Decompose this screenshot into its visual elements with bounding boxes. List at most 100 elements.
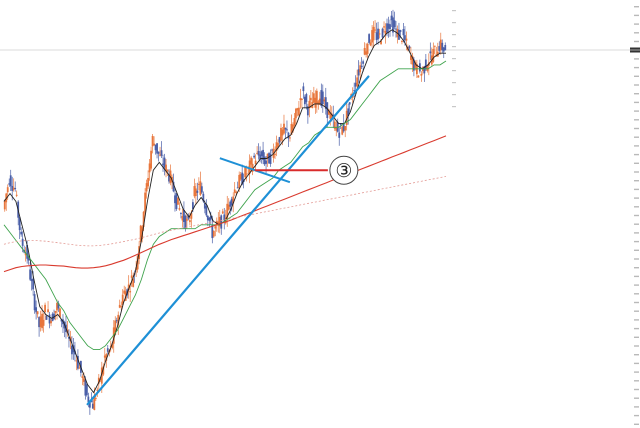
candle-body	[75, 360, 78, 362]
price-axis-tick	[634, 75, 639, 77]
price-axis-tick	[634, 336, 639, 338]
candle-body	[191, 202, 194, 210]
candle-body	[163, 157, 166, 168]
candle-body	[136, 256, 139, 270]
candle-body	[145, 183, 148, 192]
price-axis-tick	[634, 14, 639, 17]
candle-body	[193, 186, 196, 197]
candle-body	[366, 43, 369, 54]
price-axis-tick	[634, 127, 639, 130]
candle-body	[380, 40, 382, 45]
candle-body	[295, 108, 297, 119]
candle-body	[199, 181, 202, 195]
candle-body	[68, 336, 70, 339]
candle-body	[18, 217, 21, 231]
candle-body	[414, 62, 417, 68]
candle-body	[148, 163, 151, 173]
inner-axis-tick	[452, 22, 456, 24]
candle-body	[87, 396, 90, 403]
ma-medium-line	[3, 60, 447, 351]
inner-axis-tick	[452, 70, 456, 72]
candle-body	[205, 205, 208, 216]
candle-body	[420, 73, 423, 76]
candle-body	[168, 174, 170, 182]
candle-body	[162, 163, 164, 166]
price-axis-tick	[634, 58, 639, 60]
inner-axis-tick	[452, 58, 456, 60]
ma-long-line	[3, 135, 447, 273]
candle-body	[45, 315, 48, 320]
price-axis-tick	[634, 267, 639, 269]
candle-body	[365, 51, 368, 55]
candle-body	[187, 215, 190, 219]
price-axis-ticks	[452, 6, 640, 425]
candle-body	[189, 220, 191, 223]
candle-body	[389, 24, 391, 30]
candle-body	[47, 309, 49, 312]
inner-axis-tick	[452, 94, 456, 96]
candle-body	[174, 195, 176, 204]
candle-body	[368, 34, 370, 43]
candle-body	[424, 59, 427, 70]
candle-body	[26, 244, 29, 259]
candle-body	[27, 256, 30, 261]
candle-body	[71, 345, 73, 355]
candle-body	[251, 163, 254, 172]
candle-body	[308, 100, 311, 109]
candle-body	[157, 151, 160, 154]
candle-body	[227, 204, 230, 210]
ma-long_dashed-line	[3, 176, 447, 247]
candle-body	[257, 150, 260, 156]
price-axis-tick	[634, 101, 639, 104]
candle-body	[208, 217, 211, 221]
candle-body	[57, 303, 60, 309]
price-axis-tick	[634, 258, 639, 260]
candle-body	[306, 106, 309, 116]
candle-body	[42, 319, 45, 326]
candle-body	[302, 86, 305, 92]
candle-body	[299, 98, 302, 101]
candle-body	[312, 93, 315, 103]
candle-body	[82, 378, 85, 382]
price-axis-tick	[634, 414, 639, 417]
candle-body	[290, 123, 293, 135]
candle-body	[324, 97, 327, 109]
candle-body	[410, 55, 412, 60]
candle-body	[114, 320, 117, 335]
candle-body	[292, 124, 294, 132]
candle-body	[44, 304, 46, 312]
candle-body	[401, 40, 403, 42]
candle-body	[150, 150, 152, 169]
price-axis-tick	[634, 371, 639, 373]
candle-body	[354, 82, 357, 87]
candle-body	[417, 75, 420, 78]
candle-body	[412, 59, 415, 71]
candle-body	[262, 149, 264, 161]
candle-body	[353, 90, 356, 92]
candle-body	[356, 77, 359, 87]
candle-body	[172, 181, 175, 192]
candle-body	[360, 65, 363, 67]
price-axis-tick	[634, 110, 639, 112]
price-axis-tick	[634, 388, 639, 391]
candle-body	[33, 294, 36, 311]
candle-body	[12, 187, 15, 190]
candle-body	[115, 320, 118, 322]
candle-body	[53, 313, 55, 320]
candle-body	[111, 343, 114, 348]
candle-body	[245, 173, 248, 175]
candle-body	[345, 110, 348, 125]
candle-body	[335, 127, 338, 131]
candle-body	[256, 152, 259, 154]
candle-body	[342, 123, 345, 132]
candle-body	[338, 132, 341, 138]
candle-body	[429, 51, 432, 54]
price-axis-tick	[634, 293, 639, 295]
candle-body	[275, 142, 278, 151]
candle-body	[387, 23, 390, 29]
candle-body	[132, 278, 135, 287]
candle-body	[283, 123, 285, 134]
candle-body	[144, 192, 147, 213]
